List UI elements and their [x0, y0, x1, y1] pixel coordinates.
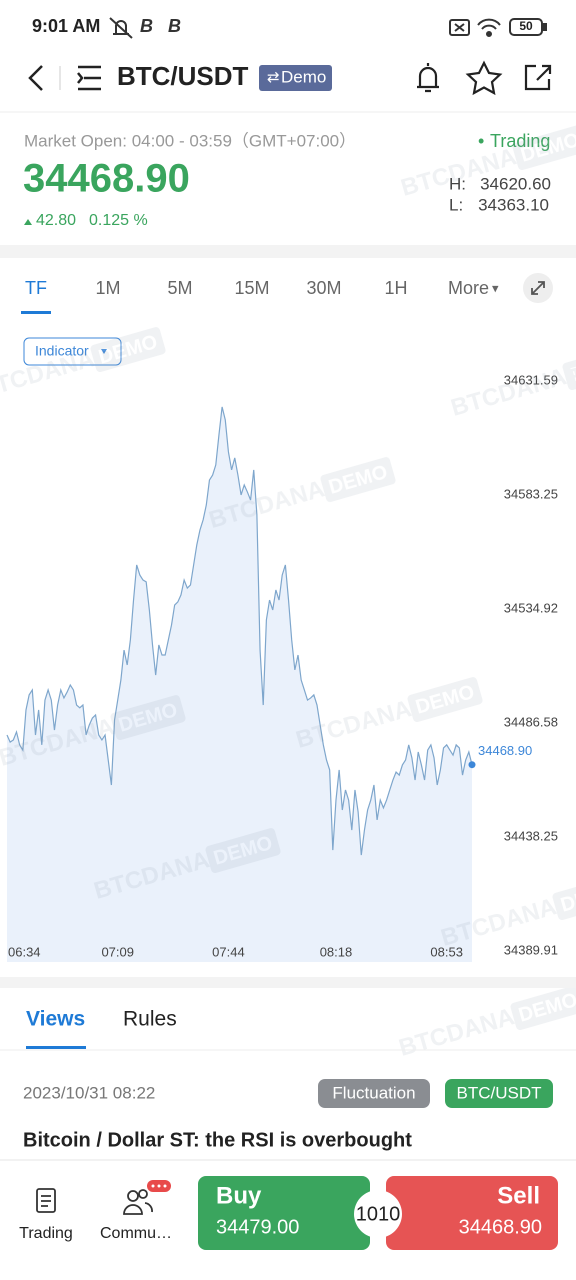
fullscreen-icon	[531, 281, 545, 295]
market-hours: Market Open: 04:00 - 03:59（GMT+07:00）	[24, 131, 356, 150]
watermark-brand: BTCDANA	[396, 1003, 518, 1062]
article-date: 2023/10/31 08:22	[23, 1083, 155, 1102]
buy-price: 34479.00	[216, 1216, 299, 1238]
tab-indicator	[26, 1046, 86, 1049]
symbol-title: BTC/USDT	[117, 61, 249, 91]
up-arrow	[24, 219, 32, 225]
favorite-button[interactable]	[465, 60, 503, 96]
trading-icon	[36, 1188, 56, 1213]
indicator-button[interactable]	[23, 337, 122, 366]
x-tick-label: 07:44	[212, 944, 245, 959]
timeframe-tab[interactable]: 15M	[234, 278, 269, 298]
low-price: 34363.10	[478, 195, 549, 214]
y-tick-label: 34534.92	[504, 600, 558, 615]
badge-icon: ⇄	[267, 69, 280, 86]
y-tick-label: 34486.58	[504, 714, 558, 729]
area	[7, 406, 472, 962]
status-icons: B B	[109, 16, 547, 39]
badge-text: Demo	[281, 67, 326, 86]
tag	[445, 1079, 553, 1108]
timeframe-tab[interactable]: 1M	[95, 278, 120, 298]
watermark-tag: DEMO	[568, 349, 576, 387]
tag	[318, 1079, 430, 1108]
last-price: 34468.90	[23, 157, 190, 201]
tag-label: BTC/USDT	[457, 1083, 542, 1102]
tab-views[interactable]: Views	[26, 1008, 85, 1031]
watermark-box	[407, 677, 483, 722]
buy-label: Buy	[216, 1182, 262, 1209]
last-price-label: 34468.90	[478, 743, 532, 758]
tag-label: Fluctuation	[332, 1083, 415, 1102]
price-change: 42.80	[36, 212, 76, 229]
article-title[interactable]: Bitcoin / Dollar ST: the RSI is overboug…	[23, 1129, 412, 1151]
y-tick-label: 34583.25	[504, 486, 558, 501]
battery-level: 50	[519, 19, 533, 33]
tab-rules[interactable]: Rules	[123, 1008, 177, 1031]
watermark-box	[512, 125, 576, 170]
buy-button[interactable]	[198, 1176, 370, 1250]
watermark-box	[90, 327, 166, 372]
menu-button[interactable]	[77, 65, 101, 91]
bell-button[interactable]	[417, 63, 439, 93]
x-tick-label: 08:18	[320, 944, 353, 959]
y-tick-label: 34631.59	[504, 372, 558, 387]
sell-label: Sell	[497, 1182, 540, 1209]
x-tick-label: 07:09	[101, 944, 134, 959]
price-chart: 34468.90 34631.59 34583.25 34534.92 34486.58…	[6, 372, 558, 962]
x-tick-label: 06:34	[8, 944, 41, 959]
indicator-label: Indicator	[35, 343, 89, 359]
svg-text:B: B	[140, 16, 153, 36]
y-tick-label: 34389.91	[504, 942, 558, 957]
y-tick-label: 34438.25	[504, 828, 558, 843]
watermark-box	[110, 695, 186, 740]
watermark-box	[510, 985, 576, 1030]
timeframe-bar: TF 1M 5M 15M 30M 1H More ▾	[21, 278, 499, 314]
community-icon	[123, 1189, 153, 1215]
watermark-box	[320, 457, 396, 502]
market-status: Trading	[490, 131, 550, 151]
timeframe-tab[interactable]: 5M	[167, 278, 192, 298]
spread-value: 1010	[356, 1203, 401, 1225]
section-gap	[0, 245, 576, 258]
dropdown-caret	[101, 349, 107, 354]
dropdown-caret: ▾	[492, 280, 499, 295]
price-line	[6, 406, 473, 856]
watermark-box	[205, 828, 281, 873]
status-time: 9:01 AM	[32, 16, 100, 36]
high-price: 34620.60	[480, 174, 551, 193]
sell-button[interactable]	[386, 1176, 558, 1250]
timeframe-tab[interactable]: 30M	[306, 278, 341, 298]
status-dot: •	[478, 131, 484, 151]
timeframe-tab[interactable]: More	[448, 278, 489, 298]
sell-price: 34468.90	[459, 1216, 542, 1238]
spread-badge	[354, 1190, 402, 1238]
demo-badge	[259, 65, 332, 91]
section-gap	[0, 977, 576, 988]
tab-indicator	[21, 311, 51, 314]
low-label: L:	[449, 195, 463, 214]
x-tick-label: 08:53	[430, 944, 463, 959]
share-button[interactable]	[524, 64, 552, 91]
timeframe-tab[interactable]: 1H	[384, 278, 407, 298]
timeframe-tab[interactable]: TF	[25, 278, 47, 298]
last-point	[468, 761, 476, 769]
svg-text:B: B	[168, 16, 181, 36]
watermark-box	[552, 875, 576, 920]
back-button[interactable]	[28, 65, 43, 91]
high-label: H:	[449, 174, 466, 193]
price-change-pct: 0.125 %	[89, 212, 148, 229]
nav-community[interactable]: Commu…	[100, 1225, 172, 1242]
nav-trading[interactable]: Trading	[19, 1225, 73, 1242]
